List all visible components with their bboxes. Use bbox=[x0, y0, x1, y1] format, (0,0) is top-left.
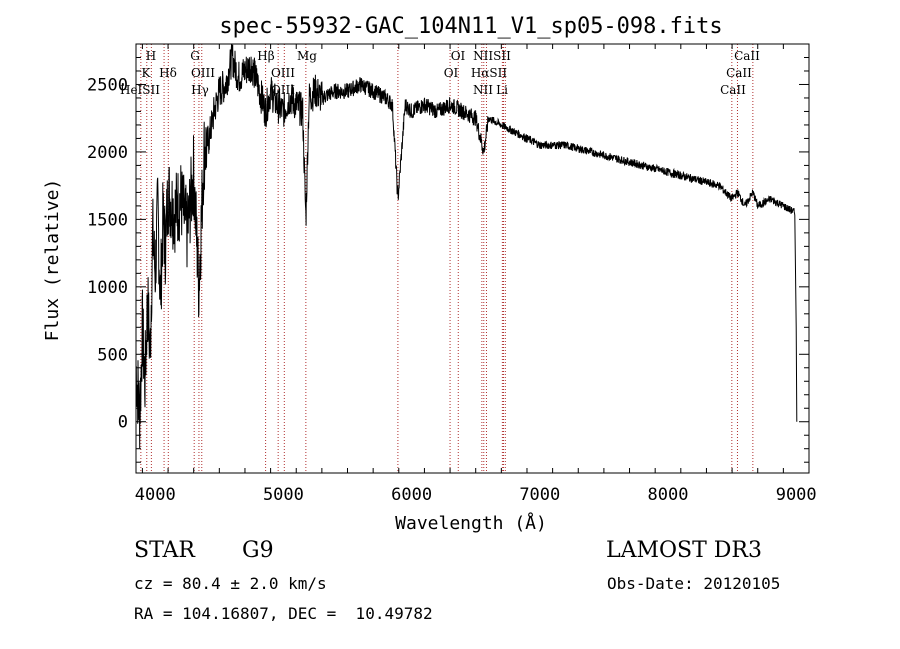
observation-date: Obs-Date: 20120105 bbox=[607, 574, 781, 593]
redshift-cz: cz = 80.4 ± 2.0 km/s bbox=[134, 574, 327, 593]
spectrum-series-line bbox=[135, 43, 798, 449]
object-subclass: G9 bbox=[242, 538, 274, 563]
line-label: Hβ bbox=[257, 49, 274, 63]
y-axis-ticks: 0 500 1000 1500 2000 2500 bbox=[87, 56, 809, 463]
x-tick-label: 5000 bbox=[263, 485, 304, 505]
y-axis-label: Flux (relative) bbox=[42, 179, 63, 342]
line-label: OIII bbox=[271, 66, 295, 80]
x-tick-label: 7000 bbox=[519, 485, 560, 505]
line-label: K bbox=[142, 66, 152, 80]
line-label: Hδ bbox=[159, 66, 177, 80]
line-label: Hγ bbox=[191, 83, 209, 97]
line-label: CaII bbox=[726, 66, 752, 80]
x-axis-ticks: 4000 5000 6000 7000 8000 9000 bbox=[135, 44, 817, 505]
line-label: H bbox=[146, 49, 156, 63]
line-label: OI bbox=[444, 66, 459, 80]
line-label: NII bbox=[473, 83, 493, 97]
x-tick-label: 8000 bbox=[648, 485, 689, 505]
chart-title: spec-55932-GAC_104N11_V1_sp05-098.fits bbox=[219, 14, 722, 39]
plot-frame bbox=[135, 43, 810, 474]
line-label: CaII bbox=[734, 49, 760, 63]
line-label: G bbox=[190, 49, 200, 63]
coordinates: RA = 104.16807, DEC = 10.49782 bbox=[134, 604, 433, 623]
y-tick-label: 0 bbox=[118, 413, 128, 433]
line-label: HαSII bbox=[471, 66, 508, 80]
line-label: Mg bbox=[297, 49, 317, 63]
line-label: OI bbox=[451, 49, 466, 63]
line-label: HeISII bbox=[120, 83, 160, 97]
x-axis-label: Wavelength (Å) bbox=[395, 512, 547, 534]
y-tick-label: 2500 bbox=[87, 75, 128, 95]
y-tick-label: 500 bbox=[97, 345, 128, 365]
object-class: STAR bbox=[134, 538, 195, 563]
line-label: CaII bbox=[720, 83, 746, 97]
line-label: Li bbox=[496, 83, 508, 97]
survey-name: LAMOST DR3 bbox=[606, 538, 762, 563]
x-tick-label: 9000 bbox=[776, 485, 817, 505]
line-label: OIII bbox=[191, 66, 215, 80]
line-label: NIISII bbox=[473, 49, 511, 63]
y-tick-label: 1500 bbox=[87, 210, 128, 230]
y-tick-label: 2000 bbox=[87, 143, 128, 163]
x-tick-label: 6000 bbox=[391, 485, 432, 505]
y-tick-label: 1000 bbox=[87, 278, 128, 298]
x-tick-label: 4000 bbox=[135, 485, 176, 505]
